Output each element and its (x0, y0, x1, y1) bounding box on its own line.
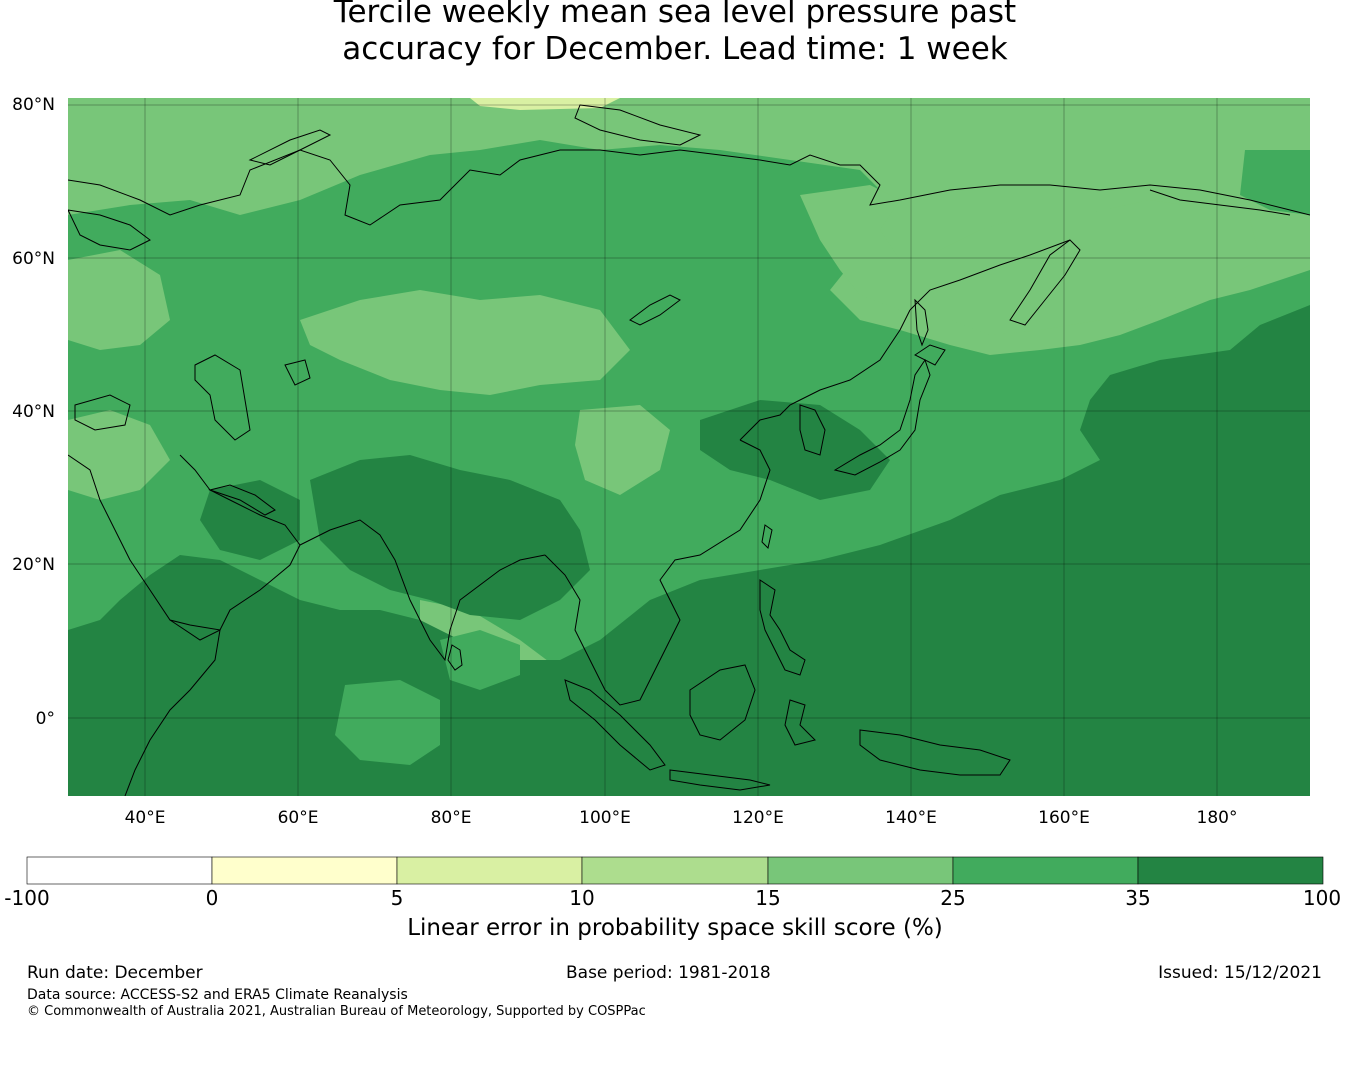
lat-label-80: 80°N (12, 95, 55, 115)
base-period: Base period: 1981-2018 (566, 963, 771, 983)
lat-label-60: 60°N (12, 249, 55, 269)
field-15-25-caspian (68, 250, 170, 350)
colorbar-bin-2 (211, 856, 398, 885)
graticule (68, 98, 1310, 796)
colorbar-bin-6 (952, 856, 1139, 885)
colorbar-tick-4: 15 (755, 886, 781, 910)
colorbar-bin-5 (767, 856, 954, 885)
colorbar-bin-3 (396, 856, 583, 885)
lon-label-100: 100°E (579, 808, 631, 828)
field-5-10-arctic (470, 98, 620, 110)
colorbar-tick-5: 25 (940, 886, 966, 910)
lon-label-140: 140°E (885, 808, 937, 828)
lon-label-40: 40°E (125, 808, 166, 828)
colorbar-bin-1 (26, 856, 213, 885)
field-25-35-arctic (1240, 150, 1310, 215)
field-25-35-ocean (335, 680, 440, 765)
field-35-100-china (700, 400, 890, 500)
colorbar-tick-2: 5 (390, 886, 404, 910)
colorbar-tick-3: 10 (569, 886, 595, 910)
field-15-25-arabia (68, 410, 170, 500)
title-line-2: accuracy for December. Lead time: 1 week (342, 31, 1008, 67)
field-15-25-asia-ne (800, 185, 1260, 335)
copyright: © Commonwealth of Australia 2021, Austra… (27, 1004, 646, 1019)
lat-label-0: 0° (36, 709, 55, 729)
chart-title: Tercile weekly mean sea level pressure p… (0, 0, 1350, 68)
issued-date: Issued: 15/12/2021 (1158, 963, 1322, 983)
lon-label-80: 80°E (431, 808, 472, 828)
lon-label-180: 180° (1197, 808, 1238, 828)
lon-label-120: 120°E (732, 808, 784, 828)
colorbar-bin-4 (581, 856, 769, 885)
colorbar-tick-0: -100 (4, 886, 50, 910)
coastlines (68, 104, 1310, 796)
colorbar (26, 856, 1324, 885)
data-source: Data source: ACCESS-S2 and ERA5 Climate … (27, 987, 408, 1003)
lat-label-40: 40°N (12, 402, 55, 422)
colorbar-tick-6: 35 (1125, 886, 1151, 910)
colorbar-tick-1: 0 (205, 886, 219, 910)
lon-label-160: 160°E (1038, 808, 1090, 828)
field-15-25-tibet (575, 405, 670, 495)
colorbar-tick-7: 100 (1302, 886, 1342, 910)
colorbar-bin-7 (1137, 856, 1324, 885)
field-25-35-bay (440, 630, 520, 690)
field-15-25-kazakh (300, 290, 630, 395)
skill-field (68, 98, 1310, 796)
colorbar-title: Linear error in probability space skill … (407, 915, 943, 941)
field-35-100-india (310, 455, 590, 620)
field-35-100-arabia (200, 480, 300, 560)
lat-label-20: 20°N (12, 555, 55, 575)
run-date: Run date: December (27, 963, 203, 983)
title-line-1: Tercile weekly mean sea level pressure p… (333, 0, 1017, 30)
field-35-100-pacific (68, 305, 1310, 796)
lon-label-60: 60°E (278, 808, 319, 828)
